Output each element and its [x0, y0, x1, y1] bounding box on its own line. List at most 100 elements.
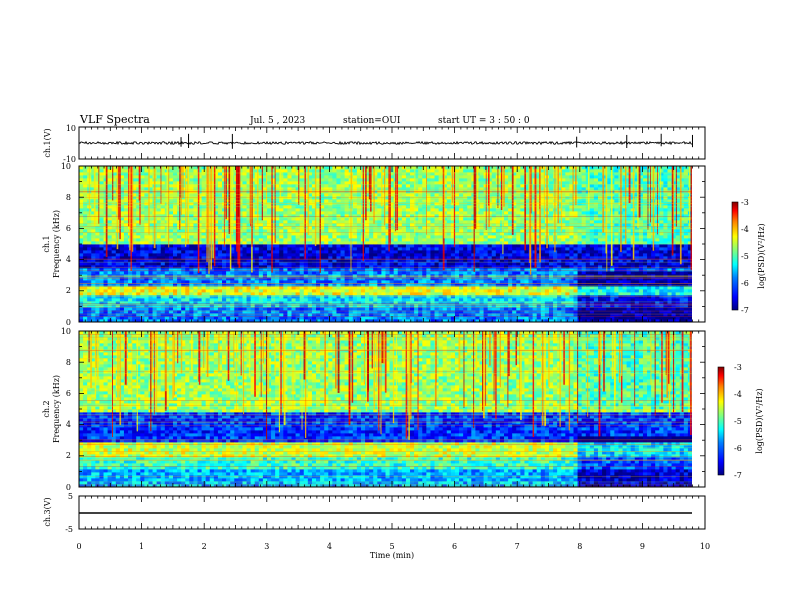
spec-cell [414, 301, 419, 305]
spec-cell [107, 184, 113, 188]
spec-cell [119, 268, 125, 272]
spec-cell [172, 190, 178, 194]
spec-cell [185, 283, 190, 287]
spec-cell [320, 265, 325, 269]
spec-cell [279, 319, 284, 323]
spec-cell [414, 286, 419, 290]
spec-cell [217, 283, 223, 287]
spec-cell [193, 307, 198, 311]
spec-cell [344, 202, 350, 206]
spec-cell [111, 211, 117, 215]
spec-cell [332, 316, 337, 320]
spec-cell [365, 292, 370, 296]
spec-cell [197, 214, 202, 218]
spec-cell [258, 292, 264, 296]
spec-cell [434, 280, 440, 284]
spec-cell [213, 292, 219, 296]
spec-cell [103, 223, 109, 227]
spec-cell [454, 205, 460, 209]
spec-cell [279, 199, 284, 203]
spec-cell [356, 214, 362, 218]
spec-cell [393, 244, 399, 248]
spec-cell [418, 298, 423, 302]
spec-cell [467, 241, 472, 245]
spec-cell [79, 229, 84, 233]
spec-cell [156, 241, 162, 245]
spec-cell [377, 259, 382, 263]
spec-cell [381, 169, 386, 173]
spec-cell [377, 223, 382, 227]
spec-cell [454, 289, 460, 293]
spec-cell [320, 187, 325, 191]
spec-cell [369, 235, 374, 239]
spec-cell [226, 280, 231, 284]
spec-cell [99, 268, 104, 272]
spec-cell [95, 256, 100, 260]
spec-cell [172, 229, 178, 233]
spec-cell [291, 286, 296, 290]
spec-cell [83, 229, 88, 233]
spec-cell [299, 199, 305, 203]
spec-cell [172, 199, 178, 203]
spec-cell [287, 298, 292, 302]
spec-cell [250, 223, 256, 227]
spec-cell [230, 241, 235, 245]
spec-cell [340, 178, 346, 182]
spec-cell [316, 190, 321, 194]
spec-cell [397, 226, 403, 230]
spec-cell [275, 208, 280, 212]
spec-cell [307, 229, 313, 233]
spec-cell [459, 184, 464, 188]
spec-cell [119, 319, 125, 323]
spec-cell [181, 256, 186, 260]
spec-cell [258, 316, 264, 320]
spec-cell [242, 184, 247, 188]
spec-cell [307, 298, 313, 302]
spec-cell [426, 220, 431, 224]
spec-cell [450, 208, 456, 212]
spec-cell [217, 298, 223, 302]
spec-cell [164, 283, 170, 287]
spec-cell [332, 175, 337, 179]
spec-cell [250, 226, 256, 230]
spec-cell [275, 172, 280, 176]
spec-cell [397, 190, 403, 194]
spec-cell [246, 190, 252, 194]
spec-cell [217, 178, 223, 182]
spec-cell [144, 187, 149, 191]
spec-cell [136, 259, 141, 263]
spec-cell [336, 187, 341, 191]
spec-cell [340, 184, 346, 188]
spec-cell [397, 283, 403, 287]
spec-cell [307, 271, 313, 275]
spec-cell [238, 211, 243, 215]
spec-cell [119, 166, 125, 170]
spec-cell [177, 307, 182, 311]
spec-cell [107, 268, 113, 272]
spec-cell [156, 211, 162, 215]
spec-cell [438, 298, 444, 302]
spec-cell [226, 184, 231, 188]
spec-cell [271, 268, 276, 272]
spec-cell [279, 292, 284, 296]
spec-cell [450, 265, 456, 269]
spec-cell [119, 217, 125, 221]
ch1-waveform-trace [78, 140, 693, 146]
spec-cell [389, 232, 395, 236]
spec-cell [328, 238, 333, 242]
spec-cell [164, 289, 170, 293]
spec-cell [234, 280, 239, 284]
spec-cell [414, 205, 419, 209]
spec-cell [123, 169, 129, 173]
spec-cell [385, 244, 390, 248]
spec-cell [95, 238, 100, 242]
spec-cell [213, 175, 219, 179]
spec-cell [144, 199, 149, 203]
spec-cell [226, 247, 231, 251]
spec-cell [201, 283, 207, 287]
spec-cell [410, 319, 415, 323]
spec-cell [446, 247, 452, 251]
spec-cell [311, 175, 317, 179]
spec-cell [95, 247, 100, 251]
spec-cell [369, 319, 374, 323]
